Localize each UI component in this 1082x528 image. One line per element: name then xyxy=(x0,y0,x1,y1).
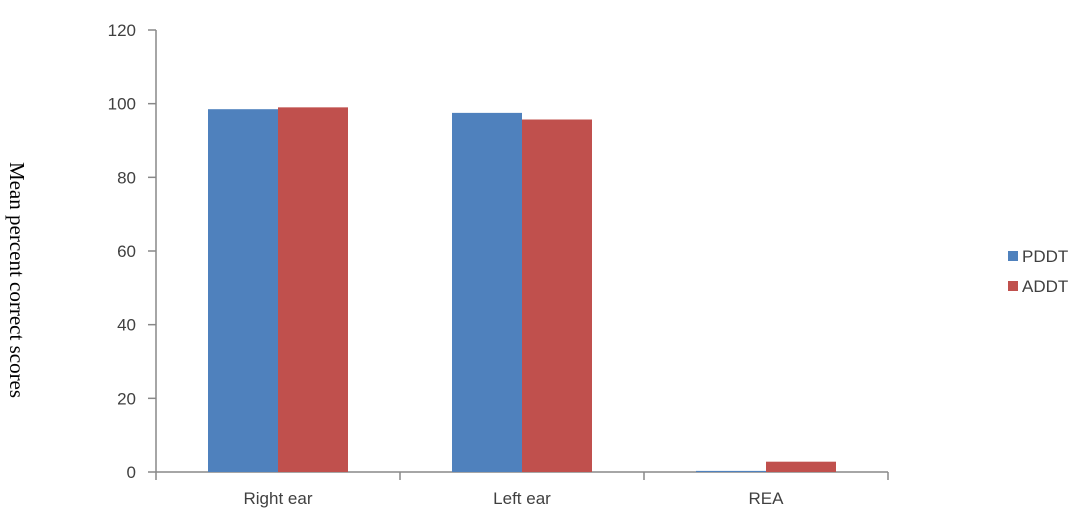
y-tick-label: 80 xyxy=(117,168,136,187)
bar-pddt-right-ear xyxy=(208,109,278,473)
legend-label-pddt: PDDT xyxy=(1022,247,1068,266)
x-tick-label: Right ear xyxy=(244,489,313,508)
y-tick-labels: 0 20 40 60 80 100 120 xyxy=(108,21,136,482)
bar-addt-rea xyxy=(766,461,836,472)
bar-pddt-left-ear xyxy=(452,112,522,472)
x-tick-label: REA xyxy=(749,489,785,508)
bar-addt-left-ear xyxy=(522,119,592,472)
y-tick-label: 40 xyxy=(117,316,136,335)
legend-swatch-pddt xyxy=(1008,251,1018,261)
bars xyxy=(208,107,836,473)
y-tick-label: 60 xyxy=(117,242,136,261)
y-tick-label: 120 xyxy=(108,21,136,40)
bar-pddt-rea xyxy=(696,470,766,472)
x-tick-label: Left ear xyxy=(493,489,551,508)
y-tick-label: 0 xyxy=(127,463,136,482)
x-tick-labels: Right ear Left ear REA xyxy=(244,489,785,508)
y-tick-label: 100 xyxy=(108,95,136,114)
legend-swatch-addt xyxy=(1008,281,1018,291)
legend: PDDT ADDT xyxy=(1008,247,1068,296)
y-axis-label: Mean percent correct scores xyxy=(5,162,29,398)
y-tick-label: 20 xyxy=(117,389,136,408)
legend-label-addt: ADDT xyxy=(1022,277,1068,296)
bar-addt-right-ear xyxy=(278,107,348,472)
